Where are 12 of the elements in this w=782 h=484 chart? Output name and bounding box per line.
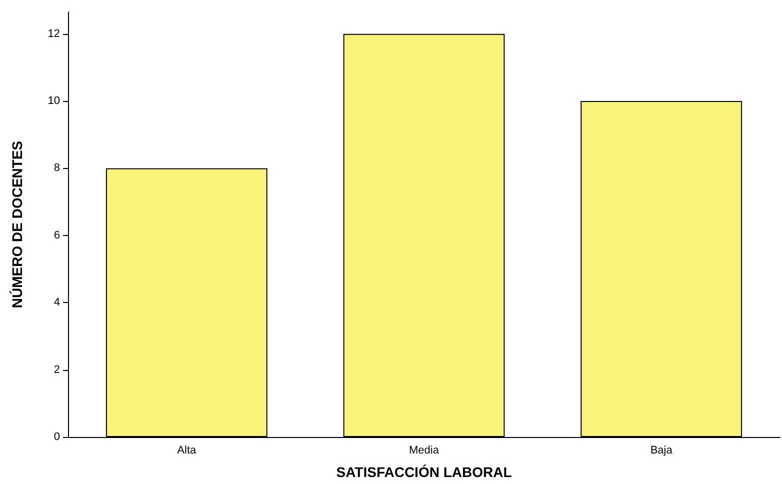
y-tick-label: 10: [48, 95, 60, 108]
x-tick-label: Media: [409, 444, 440, 456]
y-tick-label: 4: [54, 296, 60, 309]
y-tick-label: 6: [54, 229, 60, 242]
y-tick-label: 0: [54, 431, 60, 443]
x-tick-label: Baja: [650, 444, 674, 456]
x-tick-label: Alta: [177, 444, 198, 456]
y-axis-title: NÚMERO DE DOCENTES: [9, 140, 25, 308]
y-tick-label: 12: [48, 28, 60, 40]
y-tick-label: 2: [54, 364, 60, 376]
x-axis-title: SATISFACCIÓN LABORAL: [336, 464, 512, 480]
y-tick-label: 8: [54, 162, 60, 174]
